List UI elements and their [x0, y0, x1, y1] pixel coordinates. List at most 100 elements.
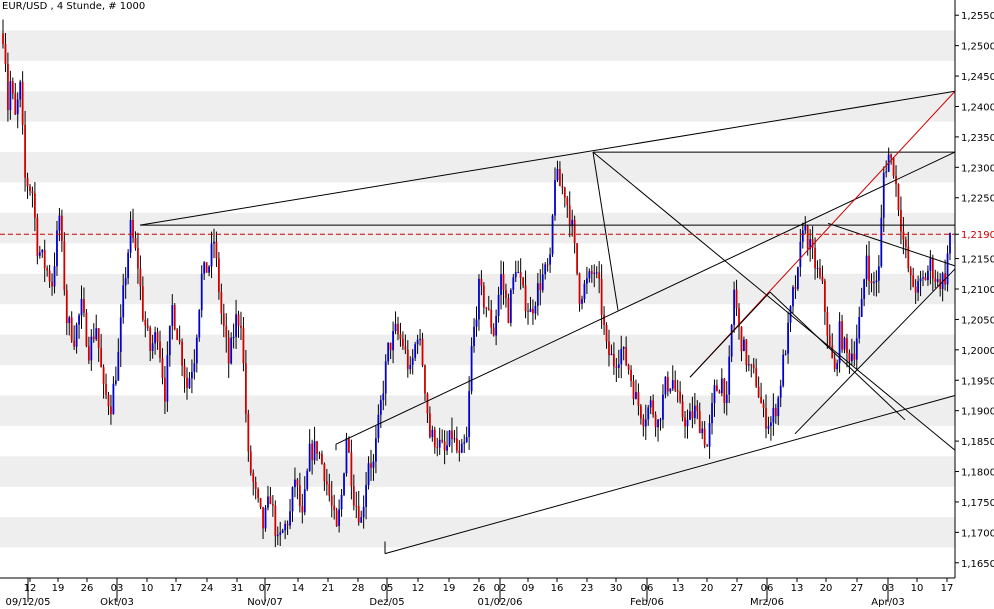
candle-body [809, 239, 812, 250]
y-tick-label: 1,2500 [961, 42, 994, 53]
candle-body [53, 266, 56, 287]
candle-body [458, 450, 461, 453]
candle-body [637, 392, 640, 406]
candle-body [97, 328, 100, 349]
y-tick-label: 1,2350 [961, 133, 994, 144]
candle-body [784, 353, 787, 355]
candle-body [774, 407, 777, 417]
candle-body [828, 335, 831, 346]
y-tick-label: 1,1750 [961, 498, 994, 509]
candle-body [546, 264, 549, 266]
candle-body [698, 411, 701, 434]
candle-body [502, 274, 505, 290]
candle-body [129, 219, 132, 253]
x-tick-label: 13 [672, 583, 685, 594]
candle-body [392, 331, 394, 351]
candle-body [922, 277, 924, 279]
candle-body [684, 417, 686, 427]
candle-body [632, 381, 635, 399]
candle-body [222, 313, 225, 327]
candle-body [681, 401, 684, 418]
candle-body [902, 231, 905, 240]
candle-body [934, 278, 937, 282]
grid-band [0, 30, 955, 61]
candle-body [149, 328, 152, 351]
candle-body [252, 472, 255, 482]
candle-body [777, 397, 780, 417]
candle-body [836, 363, 839, 370]
x-tick-label: 12 [24, 583, 37, 594]
candle-body [330, 495, 333, 506]
candle-body [399, 334, 402, 339]
candle-body [296, 479, 299, 486]
candle-body [279, 532, 282, 535]
candle-body [907, 247, 910, 269]
candle-body [132, 219, 134, 238]
candle-body [225, 326, 228, 338]
y-tick-label: 1,2300 [961, 163, 994, 174]
candle-body [68, 317, 71, 324]
candle-body [83, 299, 85, 313]
candle-body [171, 305, 174, 326]
candle-body [112, 383, 115, 415]
x-tick-label: 26 [473, 583, 486, 594]
trendline [335, 151, 956, 445]
grid-band [0, 152, 955, 183]
candle-body [156, 332, 159, 342]
candle-body [642, 418, 645, 427]
candle-body [463, 442, 466, 444]
grid-band [0, 334, 955, 366]
candle-body [666, 376, 669, 392]
candle-body [323, 463, 326, 482]
candle-body [401, 338, 404, 347]
candle-body [554, 180, 556, 216]
candle-body [122, 285, 125, 318]
candle-body [465, 437, 468, 443]
candle-body [841, 321, 843, 350]
candle-body [73, 340, 76, 347]
x-tick-label: 31 [231, 583, 244, 594]
candle-body [701, 428, 704, 434]
candle-body [188, 378, 191, 388]
candle-body [733, 289, 736, 325]
candle-body [340, 494, 343, 510]
candle-body [713, 385, 716, 404]
candle-body [313, 441, 316, 461]
candle-body [949, 232, 951, 254]
candle-body [186, 377, 188, 388]
y-tick-label: 1,1900 [961, 407, 994, 418]
candle-body [397, 323, 399, 335]
candle-body [21, 81, 24, 125]
candle-body [114, 380, 117, 384]
candle-body [200, 273, 203, 311]
candle-body [635, 392, 637, 399]
candle-body [811, 239, 814, 248]
y-tick-label: 1,2190 [961, 230, 994, 241]
candle-body [29, 186, 31, 192]
candle-body [367, 463, 370, 485]
candle-body [826, 311, 829, 336]
candle-body [411, 357, 414, 365]
y-tick-label: 1,1700 [961, 528, 994, 539]
candle-body [85, 312, 88, 347]
candle-body [848, 352, 851, 362]
candle-body [566, 197, 569, 206]
candle-body [716, 385, 718, 392]
candle-body [424, 365, 426, 394]
candle-body [674, 380, 677, 391]
candle-body [691, 411, 694, 419]
x-month-label: Feb/06 [630, 597, 664, 608]
x-tick-label: 23 [581, 583, 594, 594]
candle-body [765, 408, 767, 429]
candle-body [352, 486, 355, 506]
x-tick-label: 28 [352, 583, 365, 594]
candle-body [210, 243, 213, 267]
candle-body [799, 241, 802, 268]
candle-body [897, 184, 900, 211]
candle-body [117, 351, 120, 381]
candle-body [630, 369, 632, 382]
candle-body [289, 511, 291, 526]
candle-body [178, 339, 181, 342]
candle-body [877, 266, 880, 281]
